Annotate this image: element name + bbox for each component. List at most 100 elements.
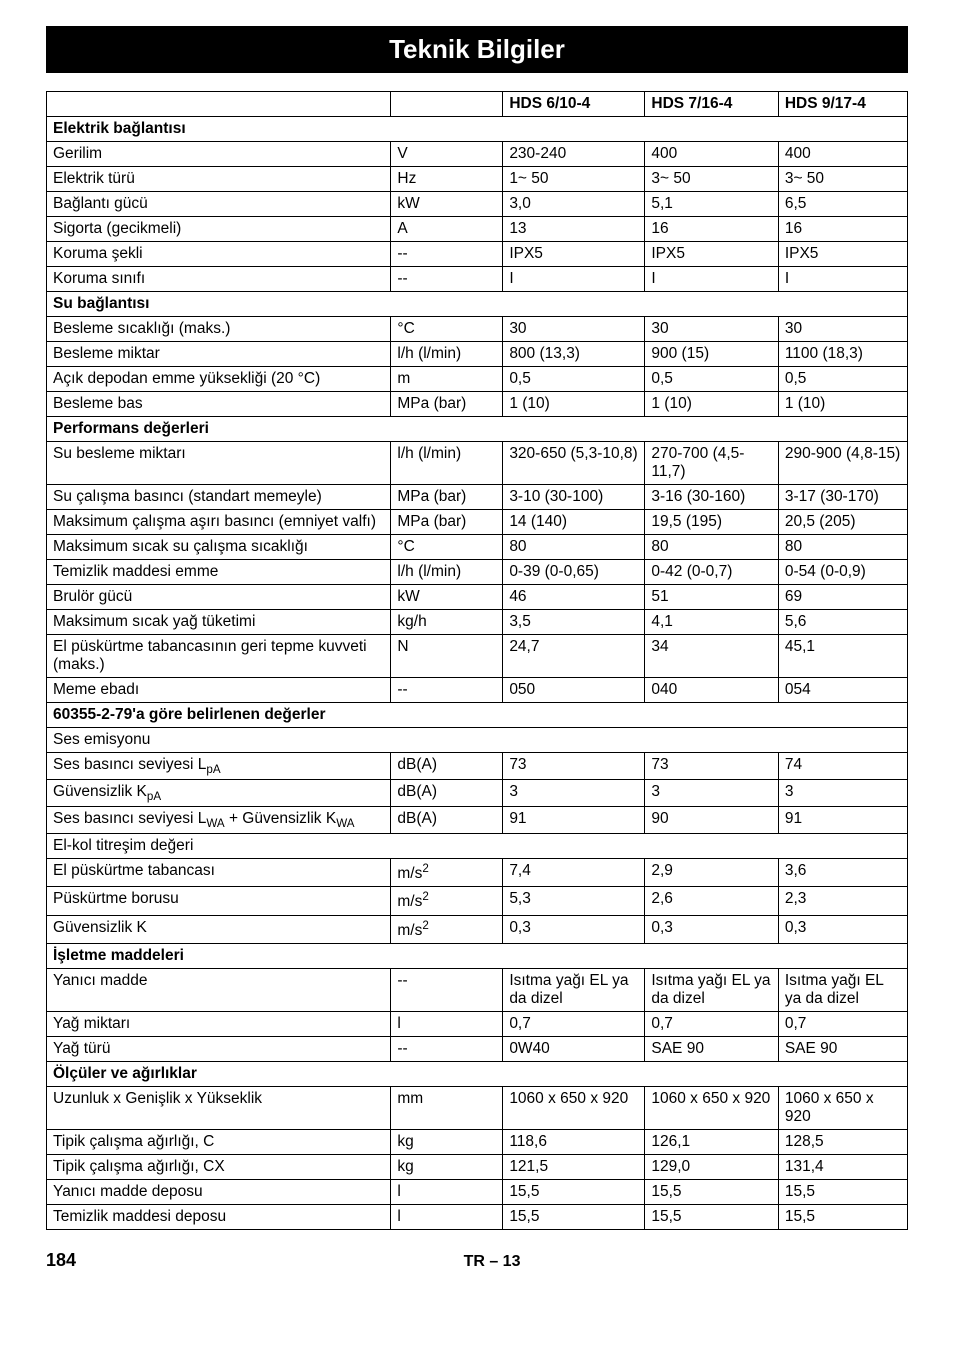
row-unit: °C <box>391 317 503 342</box>
row-unit: l/h (l/min) <box>391 342 503 367</box>
row-value: 51 <box>645 585 778 610</box>
row-unit: kg <box>391 1129 503 1154</box>
row-label: Güvensizlik KpA <box>47 780 391 807</box>
row-value: 3,0 <box>503 192 645 217</box>
row-value: 30 <box>503 317 645 342</box>
row-unit: -- <box>391 968 503 1011</box>
table-row: Koruma şekli--IPX5IPX5IPX5 <box>47 242 908 267</box>
row-value: 0,7 <box>503 1011 645 1036</box>
row-value: 3-17 (30-170) <box>778 485 907 510</box>
section-subheading: Ses emisyonu <box>47 728 908 753</box>
row-value: 0,3 <box>645 915 778 943</box>
table-row: Bağlantı gücükW3,05,16,5 <box>47 192 908 217</box>
row-value: 15,5 <box>645 1179 778 1204</box>
row-value: 0-42 (0-0,7) <box>645 560 778 585</box>
table-row: Güvensizlik Km/s20,30,30,3 <box>47 915 908 943</box>
row-label: Ses basıncı seviyesi LWA + Güvensizlik K… <box>47 807 391 834</box>
row-unit: mm <box>391 1086 503 1129</box>
row-unit: m <box>391 367 503 392</box>
table-row: Tipik çalışma ağırlığı, Ckg118,6126,1128… <box>47 1129 908 1154</box>
row-label: Yanıcı madde <box>47 968 391 1011</box>
table-row: Temizlik maddesi deposul15,515,515,5 <box>47 1204 908 1229</box>
row-value: 16 <box>778 217 907 242</box>
row-unit: -- <box>391 1036 503 1061</box>
row-value: 320-650 (5,3-10,8) <box>503 442 645 485</box>
row-unit: V <box>391 142 503 167</box>
row-label: Gerilim <box>47 142 391 167</box>
row-value: 16 <box>645 217 778 242</box>
row-value: 30 <box>645 317 778 342</box>
table-row: 60355-2-79'a göre belirlenen değerler <box>47 703 908 728</box>
row-value: I <box>778 267 907 292</box>
row-value: 15,5 <box>503 1179 645 1204</box>
row-value: 400 <box>645 142 778 167</box>
table-row: Ses emisyonu <box>47 728 908 753</box>
col-unit <box>391 92 503 117</box>
row-value: 0-54 (0-0,9) <box>778 560 907 585</box>
row-label: Elektrik türü <box>47 167 391 192</box>
row-value: 24,7 <box>503 635 645 678</box>
row-value: 128,5 <box>778 1129 907 1154</box>
table-row: Su bağlantısı <box>47 292 908 317</box>
table-row: Yanıcı madde-- Isıtma yağı EL ya da dizel… <box>47 968 908 1011</box>
page-title: Teknik Bilgiler <box>46 26 908 73</box>
row-value: 5,1 <box>645 192 778 217</box>
row-value: 15,5 <box>645 1204 778 1229</box>
row-value: 0,7 <box>778 1011 907 1036</box>
table-row: El-kol titreşim değeri <box>47 834 908 859</box>
table-row: Koruma sınıfı--III <box>47 267 908 292</box>
row-label: Maksimum sıcak su çalışma sıcaklığı <box>47 535 391 560</box>
row-value: 1100 (18,3) <box>778 342 907 367</box>
row-unit: -- <box>391 267 503 292</box>
col-v2: HDS 7/16-4 <box>645 92 778 117</box>
row-value: 3,5 <box>503 610 645 635</box>
row-unit: -- <box>391 242 503 267</box>
row-unit: N <box>391 635 503 678</box>
footer-center: TR – 13 <box>464 1253 521 1271</box>
row-value: Isıtma yağı EL ya da dizel <box>778 968 907 1011</box>
row-value: 1 (10) <box>503 392 645 417</box>
row-value: 20,5 (205) <box>778 510 907 535</box>
row-value: 3~ 50 <box>778 167 907 192</box>
page-number: 184 <box>46 1250 76 1271</box>
row-label: Açık depodan emme yüksekliği (20 °C) <box>47 367 391 392</box>
row-value: 3-10 (30-100) <box>503 485 645 510</box>
row-value: 13 <box>503 217 645 242</box>
row-value: 15,5 <box>778 1204 907 1229</box>
row-label: Güvensizlik K <box>47 915 391 943</box>
row-value: 0,5 <box>645 367 778 392</box>
row-value: 19,5 (195) <box>645 510 778 535</box>
row-value: IPX5 <box>503 242 645 267</box>
row-unit: kW <box>391 192 503 217</box>
row-value: 30 <box>778 317 907 342</box>
table-row: Ölçüler ve ağırlıklar <box>47 1061 908 1086</box>
table-row: El püskürtme tabancasım/s27,42,93,6 <box>47 859 908 887</box>
row-label: Meme ebadı <box>47 678 391 703</box>
row-value: 80 <box>778 535 907 560</box>
row-label: Brulör gücü <box>47 585 391 610</box>
table-row: Ses basıncı seviyesi LWA + Güvensizlik K… <box>47 807 908 834</box>
row-value: IPX5 <box>645 242 778 267</box>
row-value: 3~ 50 <box>645 167 778 192</box>
row-unit: l/h (l/min) <box>391 442 503 485</box>
row-value: 3,6 <box>778 859 907 887</box>
row-value: 0W40 <box>503 1036 645 1061</box>
row-value: I <box>645 267 778 292</box>
row-unit: MPa (bar) <box>391 392 503 417</box>
row-label: Yanıcı madde deposu <box>47 1179 391 1204</box>
row-unit: A <box>391 217 503 242</box>
row-label: Bağlantı gücü <box>47 192 391 217</box>
row-value: 0,3 <box>503 915 645 943</box>
row-value: 800 (13,3) <box>503 342 645 367</box>
row-value: 34 <box>645 635 778 678</box>
row-value: 1~ 50 <box>503 167 645 192</box>
row-value: 126,1 <box>645 1129 778 1154</box>
page-footer: 184 TR – 13 <box>46 1250 908 1271</box>
table-row: Maksimum sıcak su çalışma sıcaklığı°C808… <box>47 535 908 560</box>
row-value: 73 <box>645 753 778 780</box>
row-unit: m/s2 <box>391 859 503 887</box>
col-v1: HDS 6/10-4 <box>503 92 645 117</box>
row-value: 73 <box>503 753 645 780</box>
page: Teknik Bilgiler HDS 6/10-4 HDS 7/16-4 HD… <box>0 0 954 1291</box>
row-label: Püskürtme borusu <box>47 887 391 915</box>
